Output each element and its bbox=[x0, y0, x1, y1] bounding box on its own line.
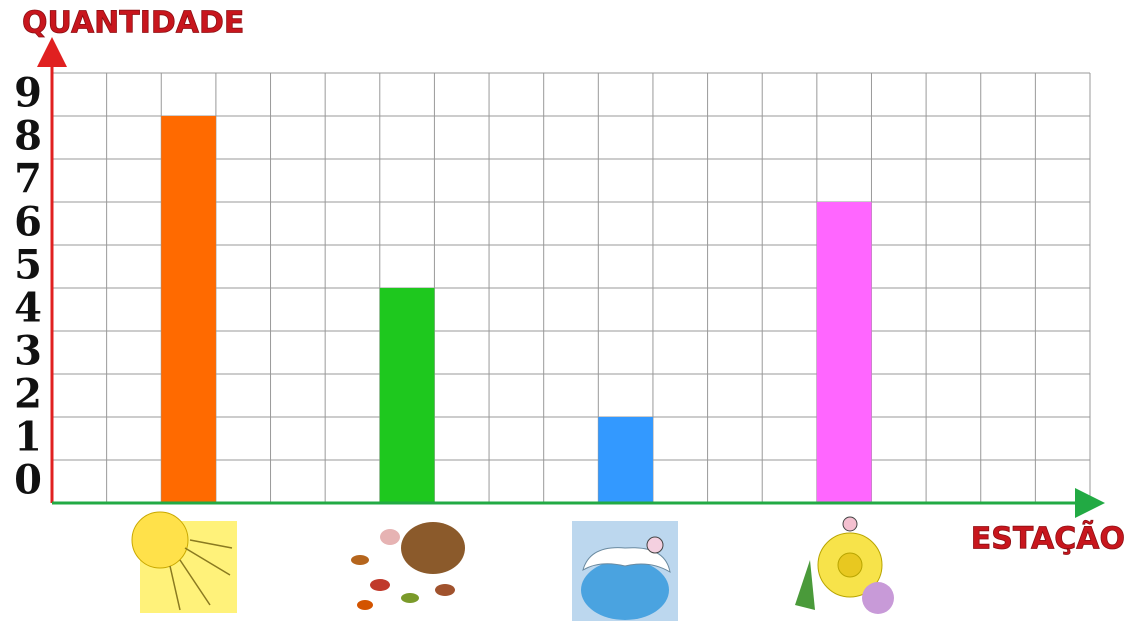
y-tick-label: 4 bbox=[14, 285, 42, 332]
y-tick-label: 6 bbox=[14, 199, 42, 246]
bar bbox=[817, 202, 872, 503]
spring-icon bbox=[795, 517, 894, 614]
bar bbox=[161, 116, 216, 503]
y-tick-label: 1 bbox=[14, 414, 42, 461]
x-axis-label: ESTAÇÃO bbox=[971, 520, 1125, 557]
y-tick-label: 8 bbox=[14, 113, 42, 160]
autumn-icon bbox=[351, 522, 465, 610]
y-tick-label: 7 bbox=[14, 156, 42, 203]
y-tick-label: 2 bbox=[14, 371, 42, 418]
y-tick-label: 5 bbox=[14, 242, 42, 289]
chart-title: QUANTIDADE bbox=[22, 6, 244, 41]
bar bbox=[380, 288, 435, 503]
y-tick-label: 9 bbox=[14, 70, 42, 117]
bar bbox=[598, 417, 653, 503]
winter-icon bbox=[572, 521, 678, 621]
chart: QUANTIDADE ESTAÇÃO 0123456789 bbox=[0, 0, 1134, 625]
summer-icon bbox=[132, 512, 237, 613]
y-tick-label: 0 bbox=[14, 457, 42, 504]
bars bbox=[161, 116, 871, 503]
y-tick-label: 3 bbox=[14, 328, 42, 375]
